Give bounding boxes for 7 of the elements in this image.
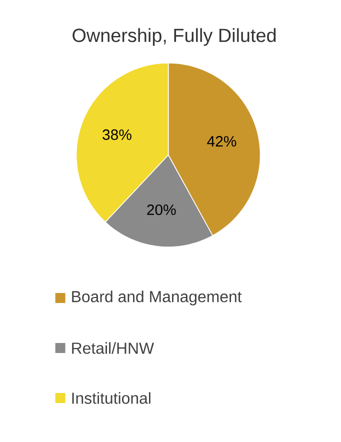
chart-title: Ownership, Fully Diluted [72, 28, 276, 46]
data-label: 20% [147, 204, 176, 216]
legend-label: Institutional [72, 392, 150, 404]
data-label: 42% [207, 136, 236, 147]
data-label: 38% [102, 129, 132, 140]
legend-label: Board and Management [72, 290, 242, 306]
legend-label: Retail/HNW [72, 342, 154, 354]
